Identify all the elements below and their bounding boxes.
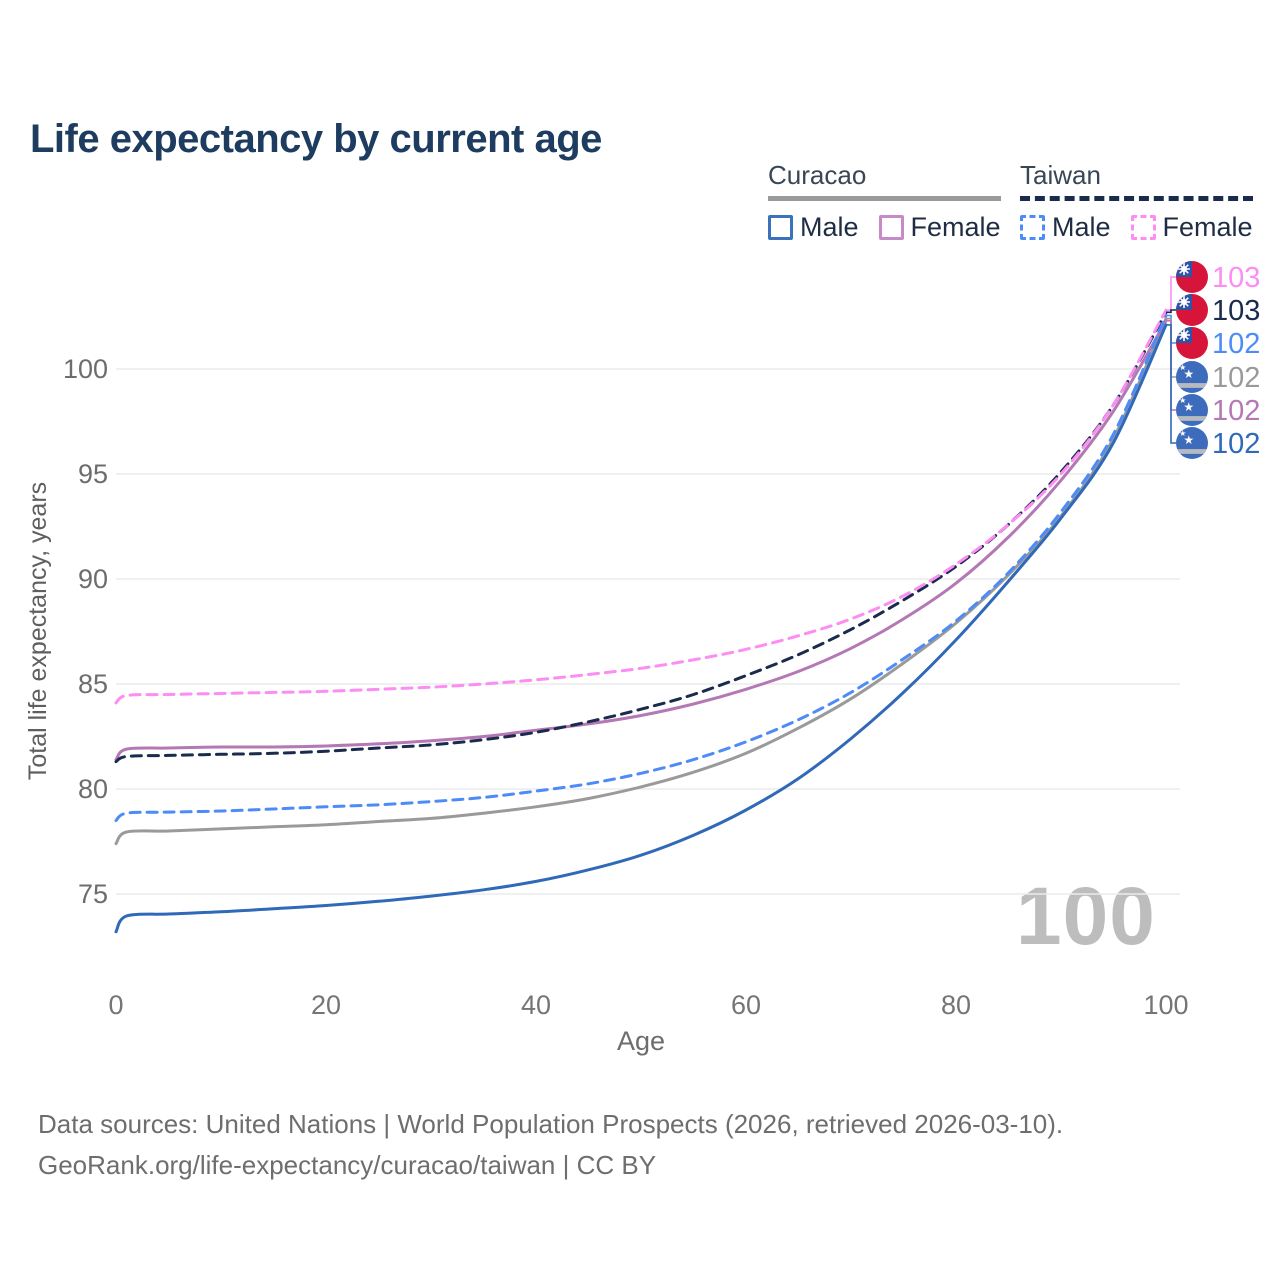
legend-item-curacao-male[interactable]: Male (768, 212, 859, 243)
series-lines (114, 308, 1168, 934)
x-tick-40: 40 (521, 990, 551, 1020)
end-label-curacao-both: 102 (1212, 362, 1260, 394)
y-tick-75: 75 (78, 879, 108, 909)
svg-text:★: ★ (1179, 429, 1186, 438)
taiwan-flag (1176, 327, 1208, 359)
line-taiwan-both[interactable] (114, 310, 1168, 764)
legend-item-taiwan-female[interactable]: Female (1130, 212, 1253, 243)
y-tick-85: 85 (78, 669, 108, 699)
legend-label: Female (910, 212, 1001, 242)
x-axis-title: Age (617, 1026, 665, 1056)
end-connector-curacao-male (1166, 324, 1176, 444)
taiwan-flag (1176, 261, 1208, 293)
y-tick-95: 95 (78, 459, 108, 489)
end-label-taiwan-female: 103 (1212, 262, 1260, 294)
legend-group-taiwan: Taiwan Male Female (1020, 160, 1253, 243)
legend-label: Female (1162, 212, 1253, 242)
gridlines (116, 368, 1180, 895)
y-axis-title: Total life expectancy, years (24, 482, 52, 780)
axis-ticks: 75 80 85 90 95 100 0 20 40 60 80 100 (63, 354, 1189, 1020)
end-connector-taiwan-both (1166, 309, 1176, 314)
y-tick-90: 90 (78, 564, 108, 594)
svg-text:★: ★ (1183, 367, 1194, 381)
line-taiwan-male[interactable] (114, 314, 1168, 822)
x-tick-100: 100 (1143, 990, 1188, 1020)
legend-header-curacao[interactable]: Curacao (768, 160, 867, 190)
taiwan-female-swatch-icon (1130, 215, 1156, 240)
page-title: Life expectancy by current age (30, 116, 602, 161)
legend-item-taiwan-male[interactable]: Male (1020, 212, 1111, 243)
taiwan-flag (1176, 294, 1208, 326)
x-tick-0: 0 (108, 990, 123, 1020)
y-tick-100: 100 (63, 354, 108, 384)
end-label-curacao-female: 102 (1212, 395, 1260, 427)
legend-item-curacao-female[interactable]: Female (878, 212, 1001, 243)
svg-text:★: ★ (1183, 433, 1194, 447)
end-label-taiwan-both: 103 (1212, 295, 1260, 327)
legend-group-curacao: Curacao Male Female (768, 160, 1001, 243)
x-tick-80: 80 (941, 990, 971, 1020)
curacao-male-swatch-icon (768, 215, 793, 240)
curacao-female-swatch-icon (878, 215, 904, 240)
svg-text:★: ★ (1179, 363, 1186, 372)
curacao-flag: ★★ (1176, 394, 1208, 426)
taiwan-male-swatch-icon (1020, 215, 1045, 240)
legend-label: Male (1052, 212, 1111, 242)
end-label-taiwan-male: 102 (1212, 328, 1260, 360)
legend-underline-taiwan-dashed (1020, 196, 1253, 201)
footer-attribution: GeoRank.org/life-expectancy/curacao/taiw… (38, 1150, 657, 1180)
legend-label: Male (800, 212, 859, 242)
age-watermark: 100 (1016, 871, 1156, 962)
svg-text:★: ★ (1179, 396, 1186, 405)
y-tick-80: 80 (78, 774, 108, 804)
line-taiwan-female[interactable] (114, 308, 1168, 705)
end-label-curacao-male: 102 (1212, 428, 1260, 460)
line-curacao-female[interactable] (114, 319, 1168, 762)
legend-header-taiwan[interactable]: Taiwan (1020, 160, 1101, 190)
end-connector-taiwan-female (1166, 276, 1176, 311)
legend-underline-curacao-solid (768, 196, 1001, 201)
curacao-flag: ★★ (1176, 427, 1208, 459)
x-tick-20: 20 (311, 990, 341, 1020)
svg-text:★: ★ (1183, 400, 1194, 414)
footer-data-sources: Data sources: United Nations | World Pop… (38, 1109, 1064, 1139)
x-tick-60: 60 (731, 990, 761, 1020)
curacao-flag: ★★ (1176, 361, 1208, 393)
footer: Data sources: United Nations | World Pop… (38, 1104, 1063, 1186)
line-curacao-male[interactable] (114, 323, 1168, 934)
